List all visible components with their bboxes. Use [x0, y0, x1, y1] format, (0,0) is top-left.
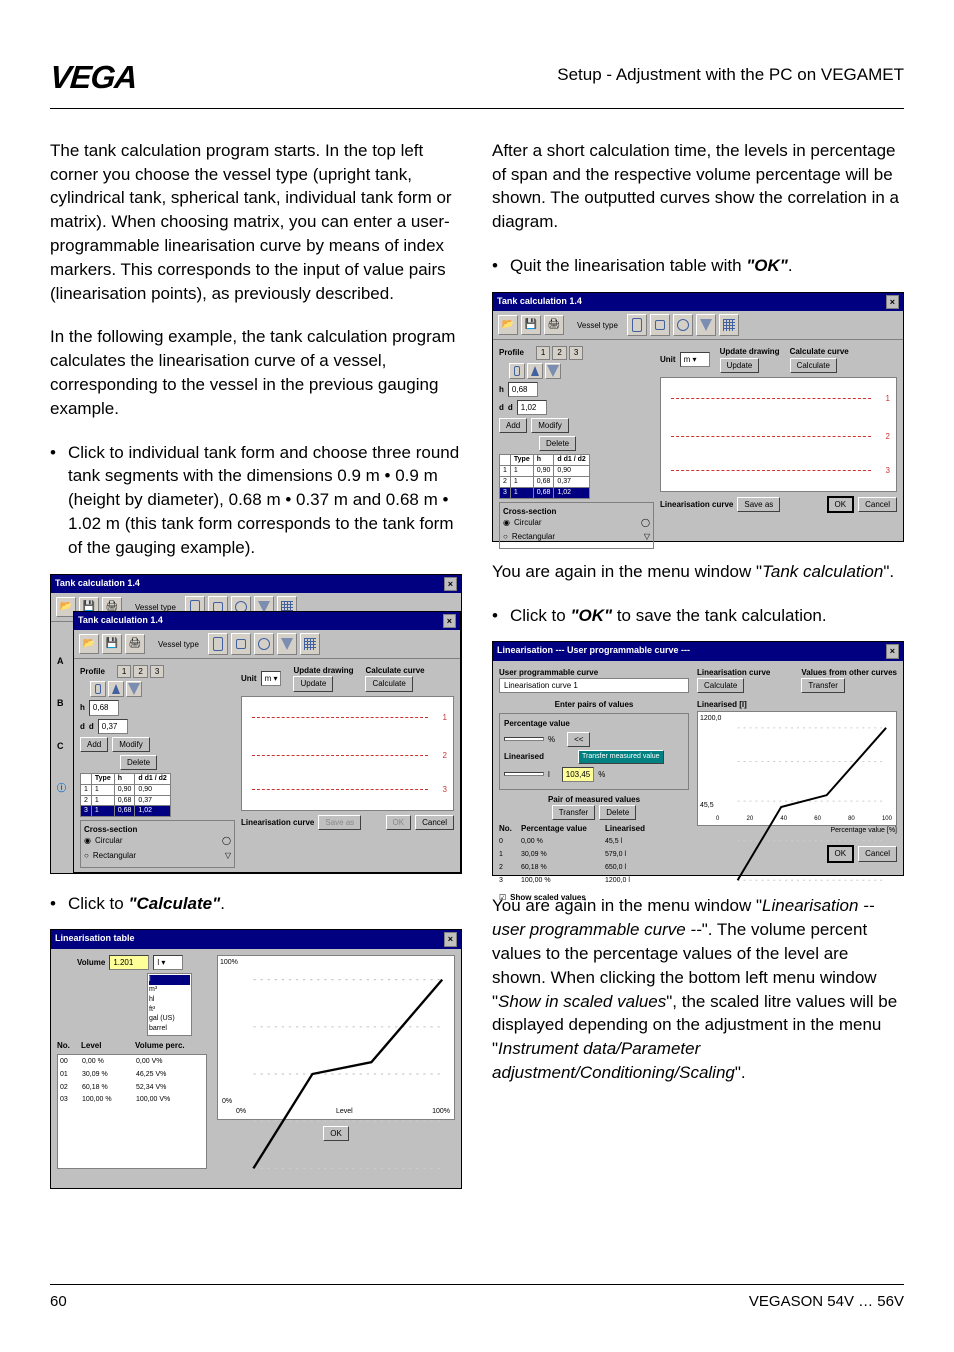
logo: VEGA — [48, 55, 139, 100]
add-button[interactable]: Add — [80, 737, 108, 752]
save-icon[interactable]: 💾 — [521, 315, 541, 335]
close-icon[interactable]: × — [443, 614, 456, 629]
right-bullet-1: • Quit the linearisation table with "OK"… — [492, 254, 904, 278]
page-header: VEGA Setup - Adjustment with the PC on V… — [50, 55, 904, 109]
left-p1: The tank calculation program starts. In … — [50, 139, 462, 306]
right-p1: After a short calculation time, the leve… — [492, 139, 904, 234]
delete-button[interactable]: Delete — [120, 755, 157, 770]
page-number: 60 — [50, 1291, 67, 1312]
calculate-button[interactable]: Calculate — [365, 676, 412, 691]
screenshot-tank-calc-stacked: Tank calculation 1.4 × 📂 💾 🖨 Vessel type — [50, 574, 462, 874]
right-bullet-2: • Click to "OK" to save the tank calcula… — [492, 604, 904, 628]
h-input[interactable]: 0,68 — [89, 700, 119, 715]
open-icon[interactable]: 📂 — [498, 315, 518, 335]
close-icon[interactable]: × — [886, 644, 899, 659]
close-icon[interactable]: × — [886, 295, 899, 310]
left-bullet-2: • Click to "Calculate". — [50, 892, 462, 916]
segments-table: Typehd d1 / d2 110,900,90 210,680,37 310… — [80, 773, 171, 817]
update-button[interactable]: Update — [293, 676, 333, 691]
modify-button[interactable]: Modify — [112, 737, 150, 752]
left-p2: In the following example, the tank calcu… — [50, 325, 462, 420]
product-name: VEGASON 54V … 56V — [749, 1291, 904, 1312]
close-icon[interactable]: × — [444, 577, 457, 592]
print-icon[interactable]: 🖨 — [544, 315, 564, 335]
d-input[interactable]: 0,37 — [98, 719, 128, 734]
cancel-button[interactable]: Cancel — [415, 815, 454, 830]
right-p2: You are again in the menu window "Tank c… — [492, 560, 904, 584]
screenshot-tank-calc: Tank calculation 1.4 × 📂 💾 🖨 Vessel type — [492, 292, 904, 542]
open-icon[interactable]: 📂 — [79, 634, 99, 654]
screenshot-user-prog-curve: Linearisation --- User programmable curv… — [492, 641, 904, 876]
screenshot-linearisation-table: Linearisation table × Volume 1.201 l ▾ l… — [50, 929, 462, 1189]
save-icon[interactable]: 💾 — [102, 634, 122, 654]
page-footer: 60 VEGASON 54V … 56V — [50, 1284, 904, 1312]
close-icon[interactable]: × — [444, 932, 457, 947]
left-bullet-1: • Click to individual tank form and choo… — [50, 441, 462, 560]
right-p3: You are again in the menu window "Linear… — [492, 894, 904, 1084]
header-title: Setup - Adjustment with the PC on VEGAME… — [557, 55, 904, 87]
print-icon[interactable]: 🖨 — [125, 634, 145, 654]
ok-button[interactable]: OK — [827, 496, 855, 513]
